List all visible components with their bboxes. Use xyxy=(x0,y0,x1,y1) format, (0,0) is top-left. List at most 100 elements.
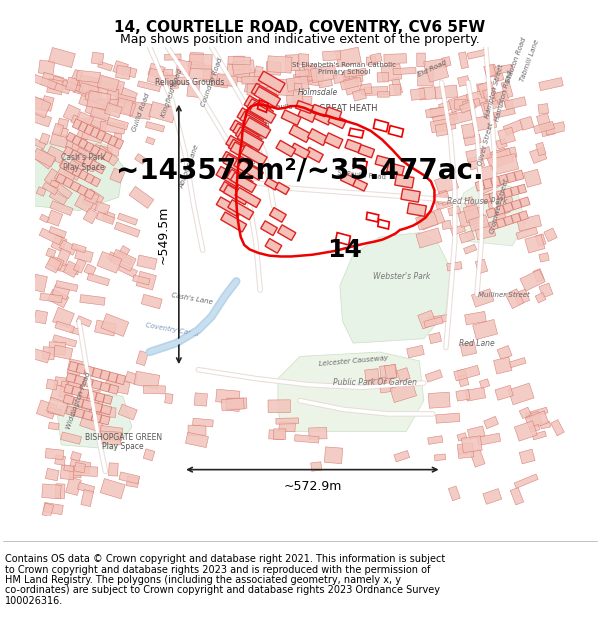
Polygon shape xyxy=(215,389,240,404)
Polygon shape xyxy=(46,248,56,258)
Polygon shape xyxy=(118,263,137,278)
Text: Map shows position and indicative extent of the property.: Map shows position and indicative extent… xyxy=(120,32,480,46)
Polygon shape xyxy=(366,57,376,65)
Polygon shape xyxy=(417,53,425,67)
Polygon shape xyxy=(488,221,498,231)
Polygon shape xyxy=(265,177,279,190)
Polygon shape xyxy=(32,148,56,167)
Polygon shape xyxy=(223,184,249,205)
Polygon shape xyxy=(164,54,181,60)
Polygon shape xyxy=(267,56,292,73)
Polygon shape xyxy=(304,69,313,84)
Polygon shape xyxy=(97,130,106,141)
Polygon shape xyxy=(92,368,102,378)
Text: Mulliner Street: Mulliner Street xyxy=(478,291,529,297)
Polygon shape xyxy=(520,269,545,291)
Polygon shape xyxy=(107,89,119,104)
Polygon shape xyxy=(221,212,247,232)
Polygon shape xyxy=(77,482,95,494)
Polygon shape xyxy=(541,124,556,137)
Polygon shape xyxy=(429,332,442,344)
Polygon shape xyxy=(221,151,248,173)
Polygon shape xyxy=(491,176,500,187)
Polygon shape xyxy=(484,88,497,101)
Polygon shape xyxy=(244,118,271,138)
Polygon shape xyxy=(389,84,401,96)
Polygon shape xyxy=(164,77,187,84)
Polygon shape xyxy=(544,228,557,242)
Polygon shape xyxy=(32,74,57,90)
Polygon shape xyxy=(147,68,168,86)
Polygon shape xyxy=(451,224,466,236)
Polygon shape xyxy=(98,61,113,71)
Polygon shape xyxy=(466,147,491,162)
Polygon shape xyxy=(461,123,475,139)
Polygon shape xyxy=(65,77,79,92)
Polygon shape xyxy=(103,132,112,144)
Polygon shape xyxy=(487,64,497,78)
Polygon shape xyxy=(118,213,137,225)
Polygon shape xyxy=(52,284,70,300)
Polygon shape xyxy=(343,77,360,95)
Polygon shape xyxy=(47,79,64,95)
Polygon shape xyxy=(92,144,112,161)
Polygon shape xyxy=(90,107,110,121)
Polygon shape xyxy=(63,177,73,188)
Polygon shape xyxy=(48,408,62,416)
Polygon shape xyxy=(489,192,498,201)
Polygon shape xyxy=(74,462,86,472)
Polygon shape xyxy=(493,70,504,82)
Polygon shape xyxy=(50,384,74,405)
Polygon shape xyxy=(68,361,78,372)
Polygon shape xyxy=(101,99,118,106)
Polygon shape xyxy=(67,359,83,376)
Polygon shape xyxy=(535,234,546,246)
Polygon shape xyxy=(460,101,476,113)
Polygon shape xyxy=(230,120,257,142)
Polygon shape xyxy=(70,78,91,94)
Polygon shape xyxy=(484,101,499,111)
Polygon shape xyxy=(268,400,290,412)
Polygon shape xyxy=(503,202,513,212)
Polygon shape xyxy=(498,127,515,144)
Polygon shape xyxy=(55,321,74,333)
Polygon shape xyxy=(467,426,485,439)
Text: Eld Road: Eld Road xyxy=(418,60,448,78)
Text: Primary School: Primary School xyxy=(318,69,370,74)
Polygon shape xyxy=(31,138,46,149)
Polygon shape xyxy=(65,477,82,496)
Polygon shape xyxy=(467,155,485,170)
Polygon shape xyxy=(49,190,67,205)
Polygon shape xyxy=(476,83,488,94)
Polygon shape xyxy=(463,98,481,109)
Polygon shape xyxy=(103,395,113,404)
Polygon shape xyxy=(84,264,96,276)
Polygon shape xyxy=(360,84,372,94)
Polygon shape xyxy=(435,124,448,136)
Polygon shape xyxy=(203,69,212,82)
Polygon shape xyxy=(416,212,438,230)
Polygon shape xyxy=(454,366,480,381)
Polygon shape xyxy=(407,203,427,216)
Text: Cash's Lane: Cash's Lane xyxy=(171,292,213,306)
Polygon shape xyxy=(286,76,309,91)
Polygon shape xyxy=(505,289,524,309)
Polygon shape xyxy=(510,488,524,505)
Polygon shape xyxy=(38,60,55,75)
Polygon shape xyxy=(478,81,496,98)
Polygon shape xyxy=(55,455,65,465)
Text: Stanton Road: Stanton Road xyxy=(506,37,527,84)
Polygon shape xyxy=(44,169,64,187)
Polygon shape xyxy=(65,134,86,152)
Polygon shape xyxy=(188,425,206,435)
Polygon shape xyxy=(52,123,64,136)
Polygon shape xyxy=(427,64,449,82)
Polygon shape xyxy=(279,422,295,432)
Polygon shape xyxy=(91,52,104,65)
Polygon shape xyxy=(217,197,242,217)
Polygon shape xyxy=(232,60,255,75)
Polygon shape xyxy=(485,92,503,106)
Polygon shape xyxy=(161,75,177,86)
Polygon shape xyxy=(61,432,82,444)
Polygon shape xyxy=(448,486,460,501)
